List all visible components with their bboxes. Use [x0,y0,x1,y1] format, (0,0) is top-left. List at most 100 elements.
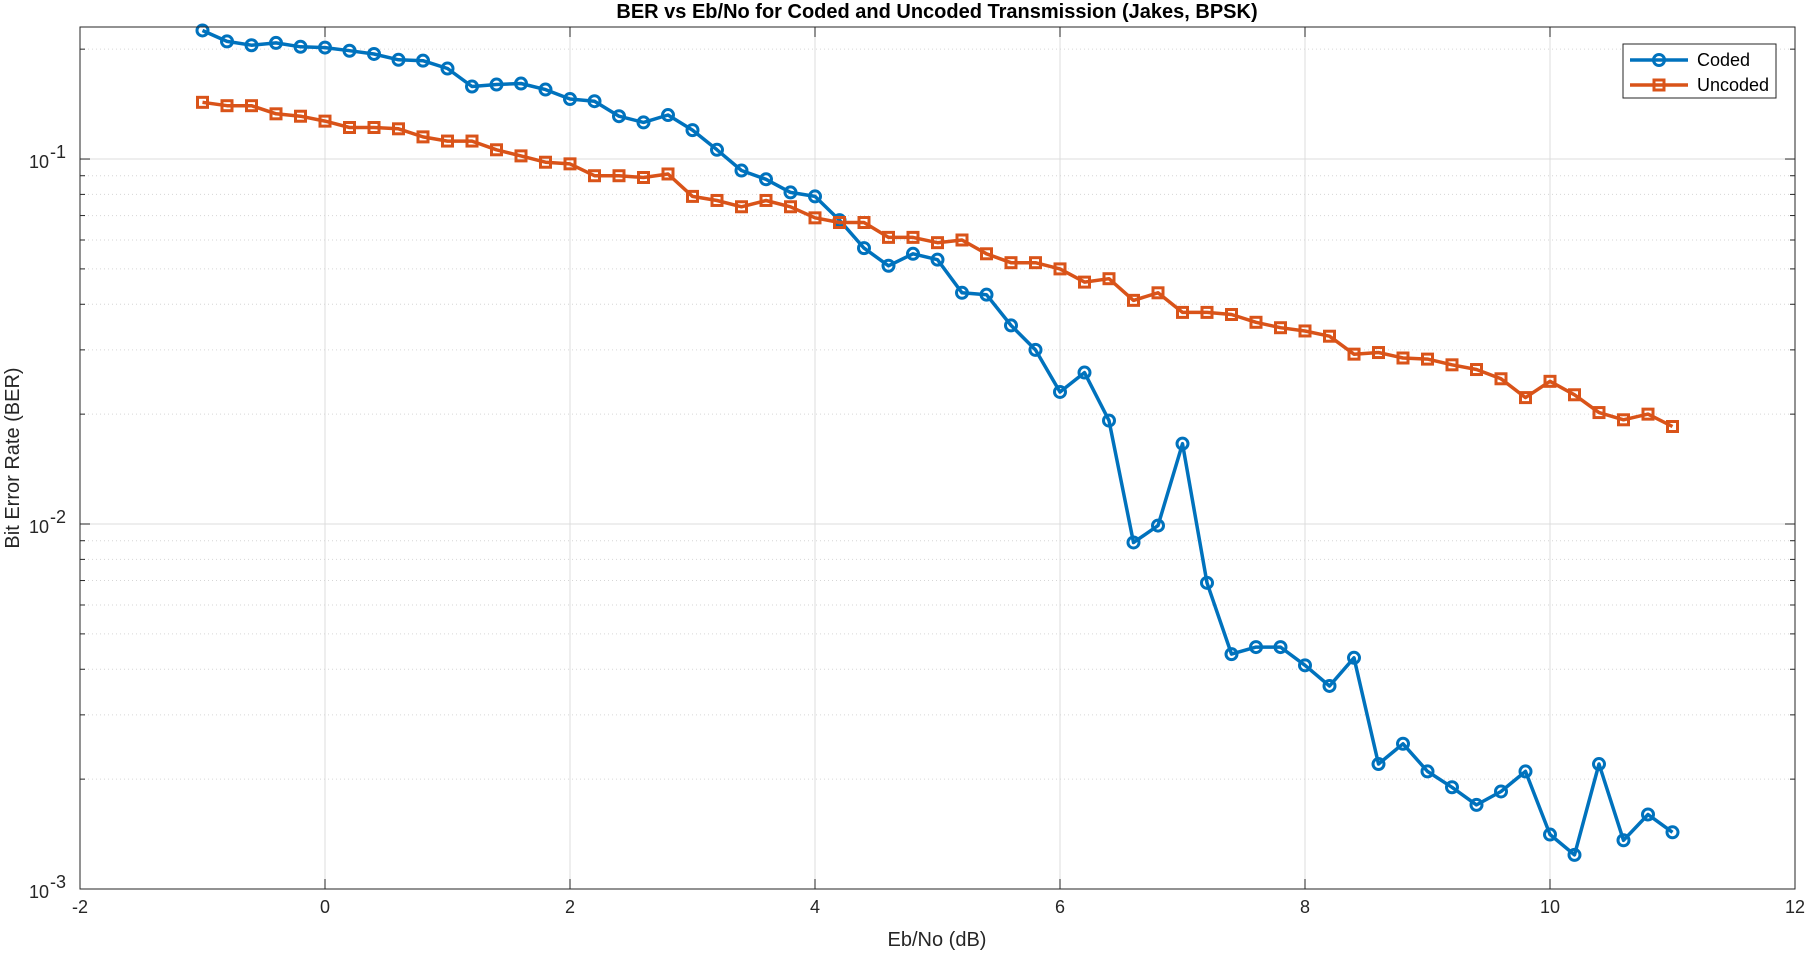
data-point [1494,784,1508,799]
data-point [1224,647,1239,662]
data-point [734,163,749,178]
data-point [1666,419,1679,433]
data-point [1102,272,1116,286]
data-point [1519,391,1532,405]
legend-label: Uncoded [1697,75,1769,95]
x-tick-label: 0 [320,897,330,917]
data-point [1249,640,1263,655]
y-tick-label: 10 -2 [29,507,66,537]
data-point [1420,764,1435,779]
data-point [1077,365,1092,380]
data-point [710,142,724,157]
data-point [857,216,871,230]
data-point [1151,286,1165,300]
data-point [1494,372,1508,386]
data-point [392,122,405,136]
data-point [318,40,332,55]
data-point [294,109,307,123]
data-point [1665,825,1680,840]
data-point [759,193,773,207]
data-point [636,115,651,130]
data-point [465,134,479,148]
x-tick-label: 2 [565,897,575,917]
data-point [1078,275,1091,289]
data-point [1176,305,1189,319]
x-tick-label: 10 [1540,897,1560,917]
data-point [269,35,283,50]
x-tick-label: 8 [1300,897,1310,917]
y-axis-label: Bit Error Rate (BER) [2,367,24,548]
data-point [1617,413,1630,427]
data-point [1543,827,1557,842]
data-point [1004,256,1018,270]
y-tick-label-base: 10 [29,517,49,537]
data-point [588,169,601,183]
data-point [416,130,430,144]
y-tick-label: 10 -3 [29,872,66,902]
data-point [416,53,430,68]
data-point [906,230,920,244]
data-point [1273,640,1288,655]
data-point [1151,518,1165,533]
data-point [220,99,234,113]
data-point [1641,407,1655,421]
data-point [1445,780,1459,795]
legend-item-coded: Coded [1630,50,1750,70]
data-point [783,185,798,200]
data-point [931,236,944,250]
data-point [269,107,283,121]
data-point [1322,678,1337,693]
data-point [906,246,920,261]
y-tick-label-base: 10 [29,152,49,172]
data-point [735,200,748,214]
data-point [1004,318,1018,333]
data-point [1543,374,1557,388]
data-point [367,46,381,61]
data-point [391,52,406,67]
data-point [686,189,699,203]
data-point [587,94,602,109]
data-point [1518,764,1533,779]
y-tick-label-exponent: -2 [50,507,66,527]
data-point [220,34,234,49]
data-point [1225,307,1238,321]
data-point [1028,342,1043,357]
data-point [1567,847,1582,862]
data-point [293,39,308,54]
data-point [196,95,209,109]
data-point [514,76,528,91]
data-point [1298,324,1312,338]
data-point [637,170,650,184]
data-point [1127,293,1140,307]
data-point [489,77,504,92]
data-point [195,23,210,38]
x-tick-label: 12 [1785,897,1805,917]
y-tick-label-exponent: -3 [50,872,66,892]
data-point [1175,436,1190,451]
data-point [441,134,454,148]
y-tick-label-exponent: -1 [50,142,66,162]
series-line [201,28,1674,857]
data-point [1347,650,1361,665]
series-uncoded [196,95,1679,433]
data-point [980,247,993,261]
data-point [539,155,552,169]
data-point [1323,329,1336,343]
data-point [514,149,528,163]
data-point [490,143,503,157]
data-point [1053,384,1067,399]
x-tick-label: 4 [810,897,820,917]
data-point [881,258,896,273]
y-axis-ticks: 10-310-210-1 [29,48,1795,902]
data-point [1445,358,1459,372]
data-point [1469,797,1484,812]
data-point [930,252,945,267]
legend-item-uncoded: Uncoded [1630,75,1769,95]
y-tick-label-base: 10 [29,882,49,902]
data-point [245,99,258,113]
data-point [440,61,455,76]
data-point [759,172,773,187]
x-tick-label: 6 [1055,897,1065,917]
x-axis-label: Eb/No (dB) [888,929,987,951]
